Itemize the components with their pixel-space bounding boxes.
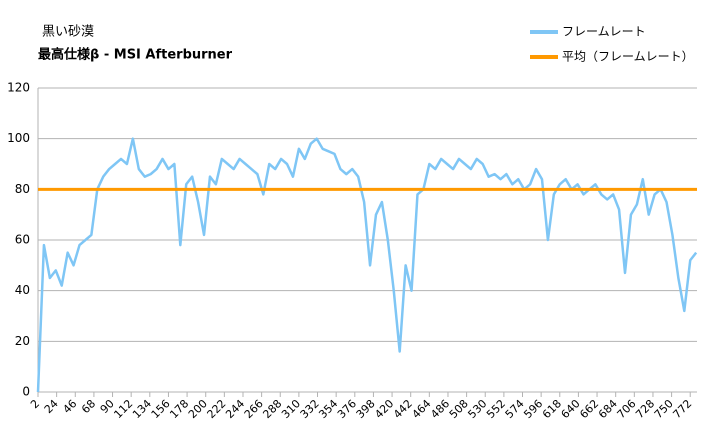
- x-tick-label: 2: [28, 397, 42, 411]
- y-tick-label: 120: [7, 81, 30, 95]
- chart-subtitle: 最高仕様β - MSI Afterburner: [38, 47, 233, 63]
- chart-title: 黒い砂漠: [42, 25, 94, 40]
- y-tick-label: 100: [7, 131, 30, 145]
- data-line: [36, 137, 698, 393]
- y-tick-label: 60: [15, 233, 30, 247]
- y-tick-label: 0: [22, 385, 30, 399]
- x-tick-label: 24: [42, 397, 61, 416]
- legend-label: フレームレート: [562, 25, 646, 39]
- x-tick-label: 772: [670, 397, 694, 421]
- x-tick-label: 46: [60, 397, 79, 416]
- y-tick-label: 40: [15, 283, 30, 297]
- legend-label: 平均（フレームレート）: [562, 50, 694, 64]
- x-tick-label: 68: [79, 397, 98, 416]
- y-tick-label: 80: [15, 182, 30, 196]
- y-tick-label: 20: [15, 334, 30, 348]
